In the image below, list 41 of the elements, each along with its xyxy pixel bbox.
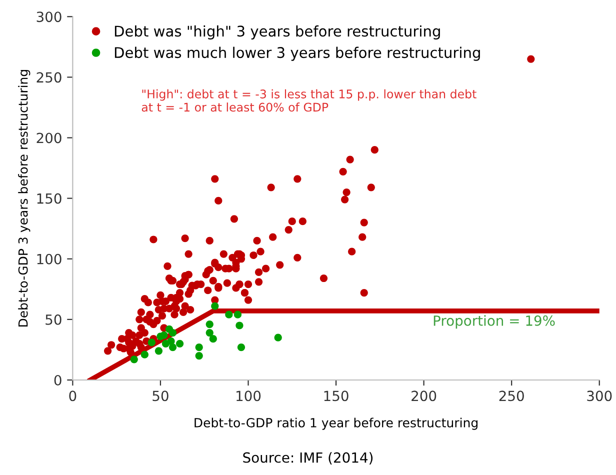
source-note: Source: IMF (2014) <box>243 452 373 464</box>
y-tick-label: 50 <box>46 314 62 325</box>
y-tick-label: 250 <box>36 72 62 83</box>
annotation: Proportion = 19% <box>434 315 555 329</box>
x-axis-title: Debt-to-GDP ratio 1 year before restructuring <box>194 418 478 430</box>
x-tick-label: 150 <box>324 390 348 402</box>
point <box>225 310 233 318</box>
point <box>130 356 138 364</box>
point <box>234 310 242 318</box>
point <box>237 343 246 352</box>
point <box>195 343 203 352</box>
point <box>274 334 282 342</box>
point <box>160 331 168 339</box>
x-tick-label: 100 <box>236 390 261 402</box>
legend-label: Debt was "high" 3 years before restructuring <box>114 25 440 40</box>
point <box>206 328 214 337</box>
point <box>168 343 177 352</box>
x-tick-label: 50 <box>152 390 168 402</box>
point <box>176 340 184 348</box>
point <box>211 302 219 310</box>
y-tick-label: 300 <box>36 12 62 22</box>
x-tick-label: 200 <box>412 390 436 402</box>
x-tick-label: 0 <box>69 390 76 402</box>
point <box>209 335 217 343</box>
y-tick-label: 0 <box>54 374 62 386</box>
point <box>195 352 203 360</box>
y-axis-title: Debt-to-GDP 3 years before restructuring <box>18 70 30 327</box>
point <box>167 337 175 346</box>
y-tick-label: 200 <box>36 132 62 144</box>
point <box>236 322 244 330</box>
y-tick-label: 150 <box>37 193 62 204</box>
x-tick-label: 300 <box>587 390 612 402</box>
point <box>206 320 214 328</box>
legend-label: Debt was much lower 3 years before restructuring <box>114 46 480 61</box>
point <box>154 347 163 355</box>
point <box>168 328 177 337</box>
point <box>140 350 148 358</box>
point <box>148 338 156 346</box>
annotation: "High": debt at t = -3 is less that 15 p.p. lower than debt at t = -1 or at least 60% of GDP <box>142 89 476 112</box>
y-tick-label: 100 <box>37 254 62 264</box>
x-tick-label: 250 <box>499 390 524 402</box>
